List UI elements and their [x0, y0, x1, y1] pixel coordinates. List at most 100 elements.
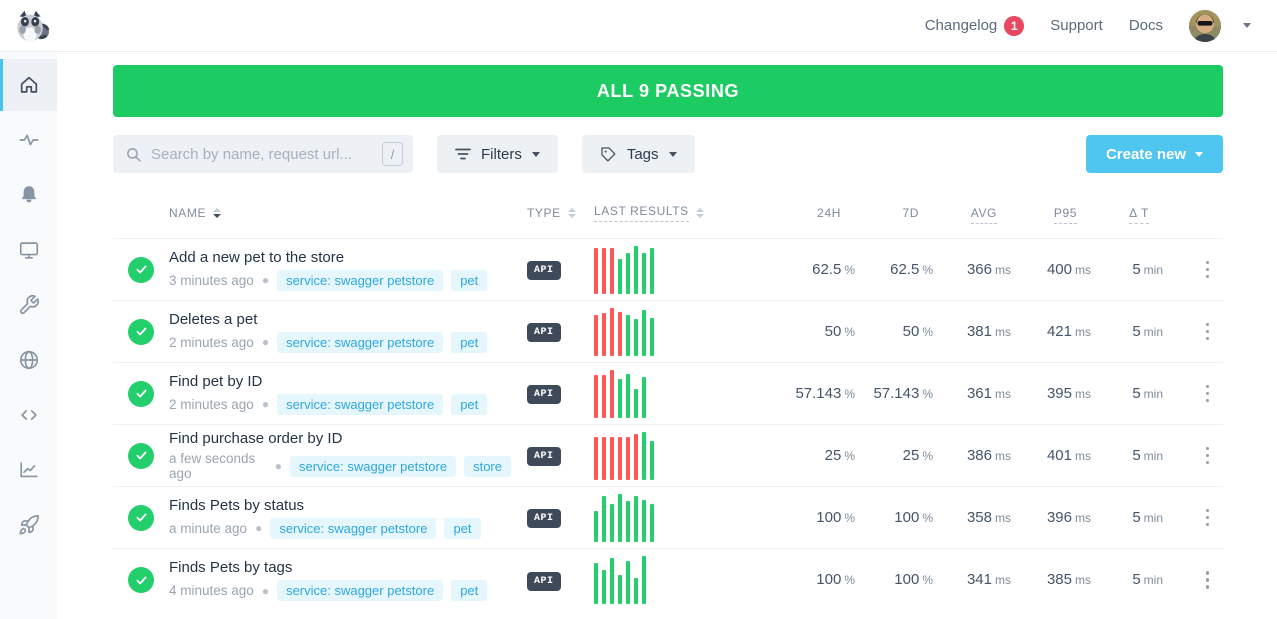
search-box[interactable]: /	[113, 135, 413, 173]
result-bar-fail[interactable]	[610, 307, 614, 356]
result-bar-pass[interactable]	[650, 317, 654, 356]
result-bar-pass[interactable]	[642, 499, 646, 542]
result-bar-pass[interactable]	[642, 431, 646, 480]
table-row[interactable]: Find pet by ID 2 minutes ago ● service: …	[113, 363, 1223, 425]
result-bar-pass[interactable]	[634, 388, 638, 418]
tags-button[interactable]: Tags	[581, 135, 695, 173]
sidebar-item-home[interactable]	[0, 59, 57, 111]
table-row[interactable]: Finds Pets by tags 4 minutes ago ● servi…	[113, 549, 1223, 611]
row-options-kebab-menu[interactable]	[1200, 566, 1216, 595]
tag-chip[interactable]: service: swagger petstore	[277, 580, 444, 601]
result-bar-fail[interactable]	[626, 436, 630, 480]
result-bar-fail[interactable]	[618, 436, 622, 480]
result-bar-pass[interactable]	[634, 318, 638, 356]
result-bar-pass[interactable]	[650, 247, 654, 294]
tag-chip[interactable]: service: swagger petstore	[277, 331, 444, 353]
nav-changelog[interactable]: Changelog 1	[925, 15, 1025, 36]
result-bar-pass[interactable]	[594, 563, 598, 604]
nav-docs[interactable]: Docs	[1129, 17, 1163, 34]
header-p95-label[interactable]: P95	[1053, 205, 1077, 224]
result-bar-pass[interactable]	[626, 500, 630, 542]
result-bar-pass[interactable]	[634, 495, 638, 542]
tag-chip[interactable]: service: swagger petstore	[270, 517, 437, 539]
result-bar-pass[interactable]	[626, 561, 630, 604]
header-delta-t-label[interactable]: Δ T	[1129, 205, 1149, 224]
result-bar-pass[interactable]	[626, 314, 630, 356]
tag-chip[interactable]: pet	[451, 269, 488, 291]
result-bar-fail[interactable]	[602, 312, 606, 356]
sidebar-item-dashboards[interactable]	[0, 224, 57, 276]
result-bar-pass[interactable]	[642, 556, 646, 604]
sort-name-control[interactable]	[213, 207, 222, 218]
row-options-kebab-menu[interactable]	[1200, 255, 1216, 284]
result-bar-pass[interactable]	[650, 440, 654, 480]
result-bar-fail[interactable]	[594, 374, 598, 418]
result-bar-pass[interactable]	[610, 503, 614, 542]
nav-support[interactable]: Support	[1050, 17, 1103, 34]
row-options-kebab-menu[interactable]	[1200, 441, 1216, 470]
result-bar-pass[interactable]	[602, 495, 606, 542]
tag-chip[interactable]: pet	[444, 517, 481, 539]
result-bar-fail[interactable]	[634, 433, 638, 480]
header-last-results-label[interactable]: LAST RESULTS	[594, 204, 689, 222]
result-bar-fail[interactable]	[610, 369, 614, 418]
result-bar-pass[interactable]	[642, 309, 646, 356]
result-bar-pass[interactable]	[618, 378, 622, 418]
search-input[interactable]	[151, 145, 382, 163]
result-bar-pass[interactable]	[618, 493, 622, 542]
tag-chip[interactable]: pet	[451, 580, 488, 601]
table-row[interactable]: Find purchase order by ID a few seconds …	[113, 425, 1223, 487]
result-bar-pass[interactable]	[642, 252, 646, 294]
sort-type-control[interactable]	[567, 207, 576, 218]
sidebar-item-checks[interactable]	[0, 114, 57, 166]
sidebar-item-private-locations[interactable]	[0, 334, 57, 386]
table-row[interactable]: Deletes a pet 2 minutes ago ● service: s…	[113, 301, 1223, 363]
check-name[interactable]: Find pet by ID	[169, 372, 263, 390]
result-bar-pass[interactable]	[610, 558, 614, 604]
filters-button[interactable]: Filters	[437, 135, 558, 173]
result-bar-fail[interactable]	[602, 436, 606, 480]
status-banner[interactable]: ALL 9 PASSING	[113, 65, 1223, 117]
create-new-button[interactable]: Create new	[1085, 135, 1223, 173]
table-row[interactable]: Finds Pets by status a minute ago ● serv…	[113, 487, 1223, 549]
check-name[interactable]: Deletes a pet	[169, 310, 258, 328]
result-bar-pass[interactable]	[634, 578, 638, 604]
tag-chip[interactable]: store	[464, 455, 511, 477]
result-bar-pass[interactable]	[618, 258, 622, 294]
check-name[interactable]: Finds Pets by tags	[169, 559, 293, 576]
tag-chip[interactable]: service: swagger petstore	[277, 393, 444, 415]
user-avatar[interactable]	[1189, 9, 1221, 42]
tag-chip[interactable]: service: swagger petstore	[277, 269, 444, 291]
result-bar-fail[interactable]	[602, 247, 606, 294]
app-logo[interactable]	[10, 9, 54, 43]
result-bar-pass[interactable]	[650, 503, 654, 542]
tag-chip[interactable]: service: swagger petstore	[289, 455, 457, 477]
result-bar-pass[interactable]	[594, 510, 598, 542]
sidebar-item-maintenance[interactable]	[0, 279, 57, 331]
sidebar-item-analytics[interactable]	[0, 444, 57, 496]
result-bar-fail[interactable]	[618, 311, 622, 356]
result-bar-pass[interactable]	[634, 245, 638, 294]
sidebar-item-snippets[interactable]	[0, 389, 57, 441]
tag-chip[interactable]: pet	[451, 393, 488, 415]
result-bar-pass[interactable]	[626, 252, 630, 294]
result-bar-fail[interactable]	[610, 247, 614, 294]
sidebar-item-alerts[interactable]	[0, 169, 57, 221]
result-bar-fail[interactable]	[602, 374, 606, 418]
result-bar-fail[interactable]	[594, 314, 598, 356]
header-avg-label[interactable]: AVG	[970, 205, 997, 224]
table-row[interactable]: Add a new pet to the store 3 minutes ago…	[113, 239, 1223, 301]
result-bar-fail[interactable]	[610, 436, 614, 480]
result-bar-pass[interactable]	[618, 575, 622, 604]
sort-results-control[interactable]	[695, 207, 704, 218]
account-menu-caret-icon[interactable]	[1243, 23, 1251, 28]
row-options-kebab-menu[interactable]	[1200, 379, 1216, 408]
result-bar-pass[interactable]	[626, 373, 630, 418]
result-bar-fail[interactable]	[594, 436, 598, 480]
row-options-kebab-menu[interactable]	[1200, 317, 1216, 346]
tag-chip[interactable]: pet	[451, 331, 488, 353]
result-bar-fail[interactable]	[594, 247, 598, 294]
row-options-kebab-menu[interactable]	[1200, 503, 1216, 532]
check-name[interactable]: Finds Pets by status	[169, 496, 305, 514]
result-bar-pass[interactable]	[602, 570, 606, 604]
